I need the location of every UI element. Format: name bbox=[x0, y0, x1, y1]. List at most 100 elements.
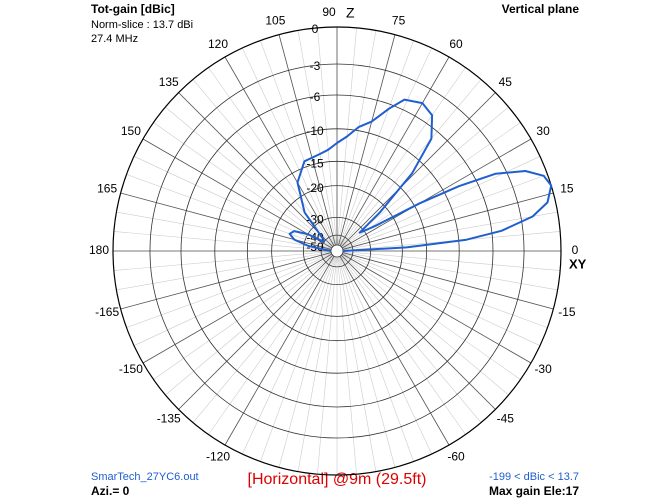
azimuth: Azi.= 0 bbox=[91, 484, 130, 498]
angle-grid-line bbox=[278, 34, 336, 246]
angle-tick-label: 120 bbox=[208, 37, 228, 51]
minor-spoke bbox=[342, 253, 541, 346]
angle-tick-label: 60 bbox=[449, 37, 463, 51]
angle-grid-line bbox=[340, 92, 496, 248]
radial-tick-label: -30 bbox=[306, 213, 324, 227]
angle-grid-line bbox=[342, 252, 554, 310]
angle-tick-label: -165 bbox=[95, 305, 119, 319]
minor-spoke bbox=[116, 251, 332, 291]
angle-grid-line bbox=[341, 253, 532, 364]
angle-grid-line bbox=[339, 56, 450, 247]
chart-title: Tot-gain [dBic] bbox=[91, 2, 175, 16]
angle-grid-line bbox=[341, 138, 532, 249]
radial-tick-label: -3 bbox=[310, 59, 321, 73]
minor-spoke bbox=[116, 211, 332, 251]
angle-grid-line bbox=[142, 138, 333, 249]
minor-spoke bbox=[338, 256, 396, 468]
angle-grid-line bbox=[224, 56, 335, 247]
angle-grid-line bbox=[340, 254, 496, 410]
angle-grid-line bbox=[339, 255, 450, 446]
subtitle: 27.4 MHz bbox=[91, 33, 138, 45]
radial-grid-circle bbox=[271, 185, 403, 317]
minor-spoke bbox=[192, 255, 334, 423]
minor-spoke bbox=[208, 255, 334, 435]
radial-grid-circle bbox=[246, 160, 428, 342]
angle-tick-label: 105 bbox=[265, 13, 285, 27]
minor-spoke bbox=[133, 253, 332, 346]
minor-spoke bbox=[341, 254, 509, 396]
radial-grid-circle bbox=[214, 128, 460, 374]
angle-tick-label: 0 bbox=[572, 243, 579, 257]
minor-spoke bbox=[153, 254, 333, 380]
angle-grid-line bbox=[178, 254, 334, 410]
minor-spoke bbox=[337, 30, 377, 246]
minor-spoke bbox=[341, 254, 521, 380]
radial-grid-circle bbox=[112, 26, 562, 476]
radial-grid-circle bbox=[302, 216, 372, 286]
angle-tick-label: -30 bbox=[534, 362, 552, 376]
z-label: Z bbox=[346, 5, 355, 21]
minor-spoke bbox=[342, 251, 558, 291]
minor-spoke bbox=[339, 47, 432, 246]
angle-tick-label: 30 bbox=[536, 124, 550, 138]
minor-spoke bbox=[338, 256, 414, 462]
minor-spoke bbox=[339, 256, 432, 455]
angle-grid-line bbox=[178, 92, 334, 248]
minor-spoke bbox=[297, 256, 337, 472]
minor-spoke bbox=[278, 256, 336, 468]
radial-tick-label: 0 bbox=[312, 22, 319, 36]
pattern-line bbox=[288, 98, 553, 252]
angle-tick-label: -135 bbox=[157, 411, 181, 425]
minor-spoke bbox=[260, 40, 336, 246]
plane-label: Vertical plane bbox=[502, 2, 580, 16]
subtitle: Norm-slice : 13.7 dBi bbox=[91, 19, 193, 31]
minor-spoke bbox=[242, 256, 335, 455]
radial-tick-label: -15 bbox=[306, 156, 324, 170]
range-text: -199 < dBic < 13.7 bbox=[489, 471, 579, 483]
minor-spoke bbox=[342, 211, 558, 251]
minor-spoke bbox=[260, 256, 336, 462]
angle-tick-label: 45 bbox=[499, 75, 513, 89]
angle-grid-line bbox=[120, 252, 332, 310]
angle-tick-label: -45 bbox=[497, 411, 515, 425]
angle-grid-line bbox=[338, 34, 396, 246]
minor-spoke bbox=[297, 30, 337, 246]
radial-tick-label: -10 bbox=[306, 124, 324, 138]
angle-grid-line bbox=[142, 253, 333, 364]
angle-grid-line bbox=[342, 192, 554, 250]
angle-tick-label: 165 bbox=[97, 182, 117, 196]
radial-grid-circle bbox=[149, 63, 525, 439]
minor-spoke bbox=[337, 256, 377, 472]
xy-label: XY bbox=[569, 256, 587, 271]
radial-grid-circle bbox=[330, 244, 344, 258]
minor-spoke bbox=[113, 231, 332, 251]
angle-tick-label: 135 bbox=[159, 75, 179, 89]
radial-tick-label: -6 bbox=[310, 90, 321, 104]
max-gain: Max gain Ele:17 bbox=[489, 484, 579, 498]
minor-spoke bbox=[342, 251, 561, 271]
minor-spoke bbox=[126, 174, 332, 250]
minor-spoke bbox=[242, 47, 335, 246]
minor-spoke bbox=[337, 256, 357, 475]
minor-spoke bbox=[342, 174, 548, 250]
angle-tick-label: 150 bbox=[121, 124, 141, 138]
minor-spoke bbox=[340, 67, 466, 247]
angle-tick-label: 90 bbox=[322, 5, 336, 19]
caption: [Horizontal] @9m (29.5ft) bbox=[248, 471, 427, 488]
angle-tick-label: -60 bbox=[447, 449, 465, 463]
angle-tick-label: -15 bbox=[558, 305, 576, 319]
minor-spoke bbox=[317, 256, 337, 475]
angle-tick-label: 180 bbox=[89, 243, 109, 257]
minor-spoke bbox=[340, 255, 466, 435]
minor-spoke bbox=[340, 255, 482, 423]
minor-spoke bbox=[338, 40, 414, 246]
minor-spoke bbox=[317, 27, 337, 246]
minor-spoke bbox=[165, 254, 333, 396]
minor-spoke bbox=[208, 67, 334, 247]
angle-grid-line bbox=[224, 255, 335, 446]
minor-spoke bbox=[342, 156, 541, 249]
minor-spoke bbox=[153, 122, 333, 248]
radial-tick-label: -20 bbox=[306, 181, 324, 195]
angle-tick-label: -150 bbox=[119, 362, 143, 376]
